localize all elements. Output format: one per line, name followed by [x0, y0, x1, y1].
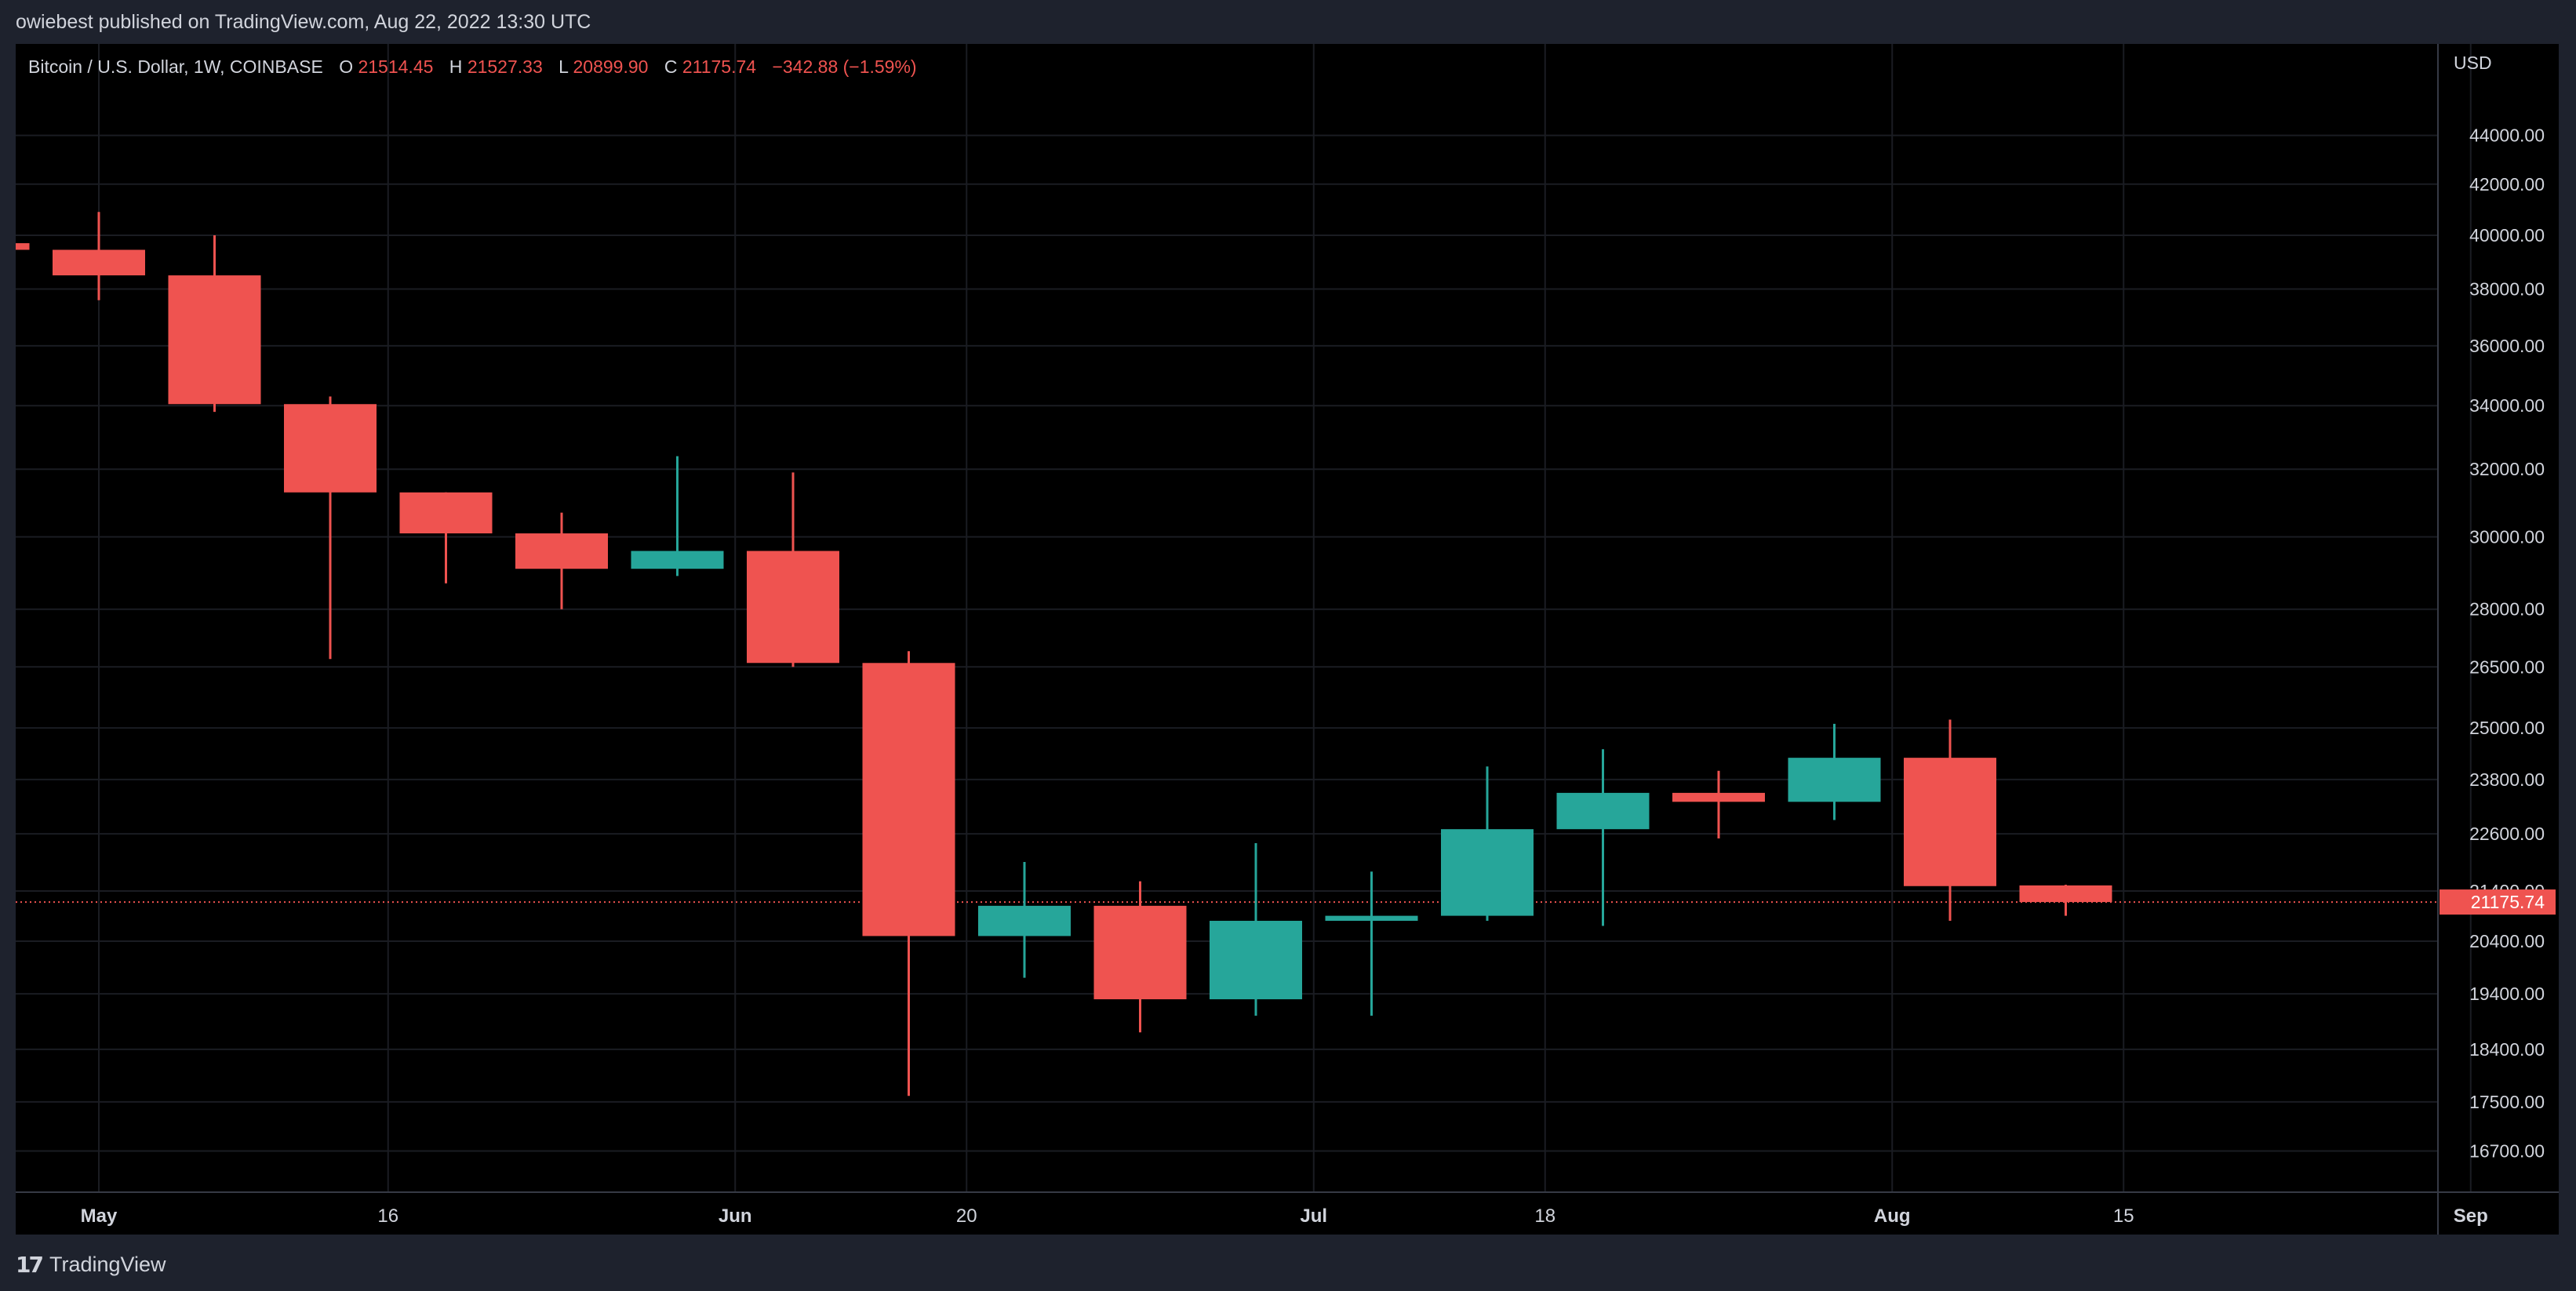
- price-tick-label: 17500.00: [2469, 1092, 2545, 1112]
- grid: [16, 44, 2472, 1192]
- candle-body: [631, 551, 724, 569]
- price-tick-label: 16700.00: [2469, 1140, 2545, 1161]
- candles: [16, 212, 2112, 1096]
- legend-open-label: O: [339, 56, 353, 77]
- price-tick-label: 38000.00: [2469, 279, 2545, 300]
- legend-change: −342.88 (−1.59%): [772, 56, 916, 77]
- last-price-tag: 21175.74: [2440, 889, 2556, 915]
- price-axis[interactable]: 44000.00 42000.00 40000.00 38000.00 36000.00…: [2469, 125, 2545, 1162]
- legend-high-label: H: [449, 56, 463, 77]
- price-tick-label: 34000.00: [2469, 395, 2545, 416]
- price-tick-label: 19400.00: [2469, 984, 2545, 1004]
- axes: [16, 44, 2559, 1235]
- legend-close-label: C: [664, 56, 678, 77]
- candle-body: [284, 404, 377, 493]
- time-tick-label: Sep: [2454, 1206, 2488, 1227]
- candlestick-chart[interactable]: 44000.00 42000.00 40000.00 38000.00 36000.00…: [16, 44, 2559, 1235]
- time-tick-label: Jul: [1300, 1206, 1327, 1227]
- time-tick-label: 15: [2113, 1206, 2134, 1227]
- time-tick-label: 18: [1534, 1206, 1555, 1227]
- time-axis[interactable]: May 16 Jun 20 Jul 18 Aug 15 Sep: [81, 1206, 2488, 1227]
- time-tick-label: 20: [956, 1206, 977, 1227]
- candle-body: [862, 663, 955, 936]
- price-tick-label: 25000.00: [2469, 718, 2545, 738]
- price-tick-label: 18400.00: [2469, 1039, 2545, 1060]
- candle-body: [515, 533, 608, 569]
- candle-body: [53, 249, 145, 276]
- time-tick-label: May: [81, 1206, 118, 1227]
- candle-body: [1325, 915, 1418, 922]
- candle-body: [399, 492, 493, 534]
- candle-body: [978, 905, 1071, 936]
- legend-high-value: 21527.33: [468, 56, 543, 77]
- candle-body: [1093, 905, 1187, 1000]
- time-tick-label: 16: [377, 1206, 398, 1227]
- legend-close-value: 21175.74: [682, 56, 756, 77]
- price-tick-label: 23800.00: [2469, 769, 2545, 790]
- price-tick-label: 22600.00: [2469, 824, 2545, 844]
- price-tick-label: 32000.00: [2469, 459, 2545, 479]
- price-tick-label: 44000.00: [2469, 125, 2545, 146]
- candle-body: [747, 551, 839, 664]
- candle-body: [1904, 758, 1996, 886]
- footer-brand: TradingView: [49, 1252, 166, 1276]
- candle-body: [2019, 885, 2112, 903]
- legend-open-value: 21514.45: [358, 56, 433, 77]
- candle-body: [1210, 921, 1302, 1000]
- price-tick-label: 36000.00: [2469, 336, 2545, 356]
- time-tick-label: Aug: [1874, 1206, 1911, 1227]
- legend-symbol: Bitcoin / U.S. Dollar, 1W, COINBASE: [28, 56, 323, 77]
- last-price-label: 21175.74: [2471, 892, 2545, 912]
- chart-frame[interactable]: 44000.00 42000.00 40000.00 38000.00 36000.00…: [16, 44, 2559, 1235]
- published-info: owiebest published on TradingView.com, A…: [16, 11, 591, 33]
- time-tick-label: Jun: [719, 1206, 752, 1227]
- footer-logo[interactable]: 17 TradingView: [16, 1251, 166, 1278]
- candle-body: [16, 243, 30, 250]
- candle-body: [1556, 792, 1650, 830]
- candle-body: [1672, 792, 1765, 802]
- legend-low-label: L: [558, 56, 569, 77]
- candle-body: [168, 275, 261, 405]
- price-tick-label: 42000.00: [2469, 174, 2545, 195]
- last-price-tag-bg: [2440, 889, 2556, 915]
- price-tick-label: 28000.00: [2469, 599, 2545, 620]
- ohlc-legend: Bitcoin / U.S. Dollar, 1W, COINBASE O 21…: [28, 56, 917, 77]
- price-tick-label: 26500.00: [2469, 656, 2545, 677]
- price-tick-label: 30000.00: [2469, 527, 2545, 547]
- legend-low-value: 20899.90: [573, 56, 648, 77]
- currency-label: USD: [2454, 53, 2492, 73]
- tradingview-logo-icon: 17: [16, 1251, 44, 1278]
- candle-body: [1441, 829, 1534, 916]
- price-tick-label: 20400.00: [2469, 931, 2545, 951]
- header-bar: owiebest published on TradingView.com, A…: [0, 0, 2576, 45]
- price-tick-label: 40000.00: [2469, 225, 2545, 245]
- candle-body: [1788, 758, 1881, 802]
